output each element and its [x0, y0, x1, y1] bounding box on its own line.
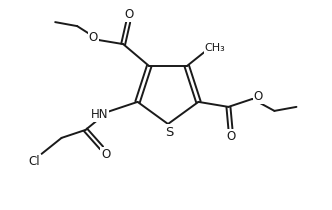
Text: O: O [89, 31, 98, 44]
Text: O: O [254, 90, 263, 103]
Text: CH₃: CH₃ [205, 43, 225, 53]
Text: S: S [165, 126, 173, 139]
Text: O: O [124, 8, 134, 21]
Text: HN: HN [91, 108, 108, 121]
Text: O: O [227, 130, 236, 143]
Text: O: O [101, 148, 110, 161]
Text: Cl: Cl [29, 155, 41, 168]
